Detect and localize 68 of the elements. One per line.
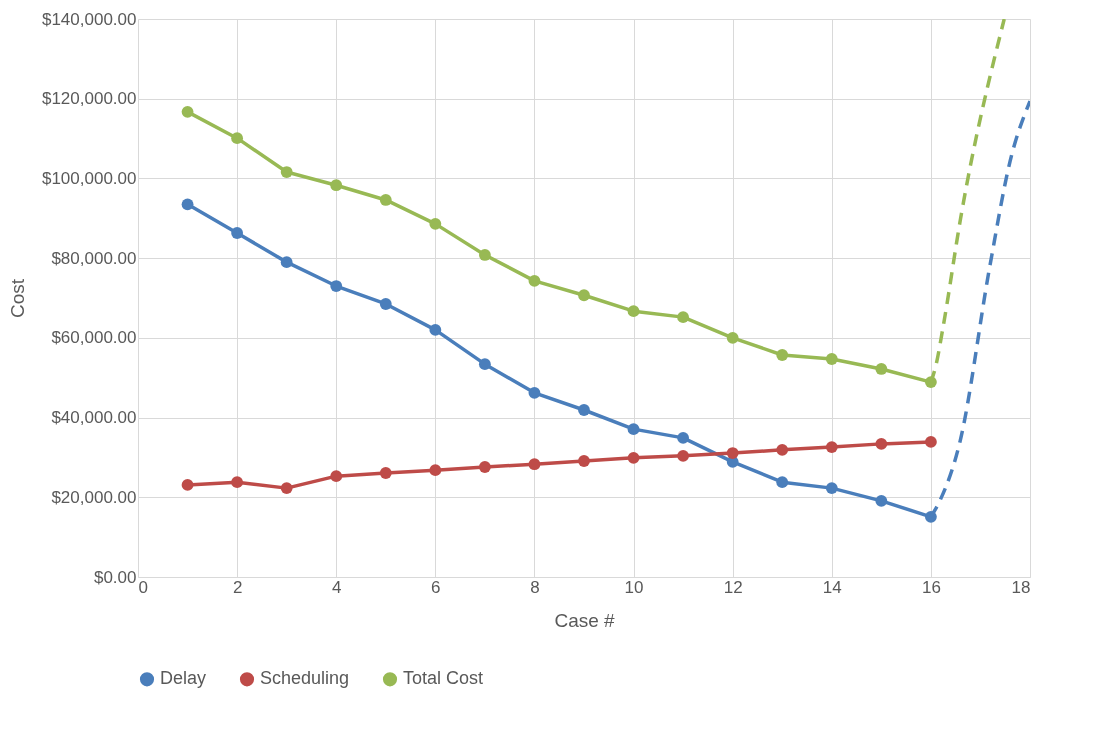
point <box>726 447 739 459</box>
point <box>181 198 194 211</box>
point <box>429 217 442 230</box>
point <box>924 435 937 448</box>
point <box>231 476 244 489</box>
point <box>280 166 293 178</box>
point <box>825 441 838 453</box>
point <box>429 323 442 336</box>
y-axis-title: Cost <box>6 278 28 319</box>
x-tick-label: 0 <box>138 577 148 597</box>
x-tick-label: 8 <box>530 577 540 597</box>
point <box>528 274 541 287</box>
y-tick-label: $80,000.00 <box>51 248 137 268</box>
point <box>478 358 491 371</box>
y-tick-label: $140,000.00 <box>41 9 137 29</box>
point <box>280 482 293 495</box>
point <box>330 470 343 483</box>
legend-label: Scheduling <box>260 668 350 689</box>
x-tick-label: 10 <box>624 577 644 597</box>
point <box>627 305 640 318</box>
point <box>578 289 590 302</box>
y-tick-label: $20,000.00 <box>51 487 137 507</box>
point <box>280 256 293 269</box>
y-tick-label: $40,000.00 <box>51 408 137 428</box>
point <box>528 458 541 471</box>
point <box>330 280 343 292</box>
point <box>379 467 392 479</box>
point <box>776 349 789 361</box>
point <box>578 404 590 416</box>
point <box>528 386 541 399</box>
legend-label: Delay <box>160 668 207 689</box>
point <box>776 476 789 489</box>
x-tick-label: 16 <box>921 577 941 597</box>
point <box>627 423 640 436</box>
y-tick-label: $120,000.00 <box>41 89 137 109</box>
point <box>478 461 491 473</box>
point <box>231 132 244 145</box>
point <box>578 455 590 467</box>
point <box>875 437 888 450</box>
point <box>429 464 442 477</box>
point <box>726 331 739 344</box>
point <box>776 443 789 456</box>
point <box>677 431 690 444</box>
point <box>677 311 690 324</box>
point <box>330 179 343 192</box>
point <box>181 479 194 491</box>
y-tick-label: $0.00 <box>93 567 137 587</box>
y-tick-label: $100,000.00 <box>41 168 137 188</box>
x-tick-label: 2 <box>232 577 243 597</box>
x-tick-label: 12 <box>723 577 743 597</box>
point <box>825 482 838 495</box>
point <box>231 227 244 239</box>
point <box>677 449 690 462</box>
point <box>379 194 392 206</box>
point <box>627 451 640 464</box>
x-tick-label: 6 <box>431 577 441 597</box>
point <box>379 298 392 310</box>
point <box>875 494 888 507</box>
point <box>478 249 491 261</box>
x-axis-title: Case # <box>554 609 616 631</box>
point <box>875 363 888 375</box>
legend-label: Total Cost <box>403 668 484 689</box>
y-tick-label: $60,000.00 <box>51 328 137 348</box>
point <box>825 353 838 365</box>
x-tick-label: 18 <box>1011 577 1031 597</box>
x-tick-label: 4 <box>331 577 342 597</box>
point <box>181 105 194 118</box>
x-tick-label: 14 <box>822 577 842 597</box>
